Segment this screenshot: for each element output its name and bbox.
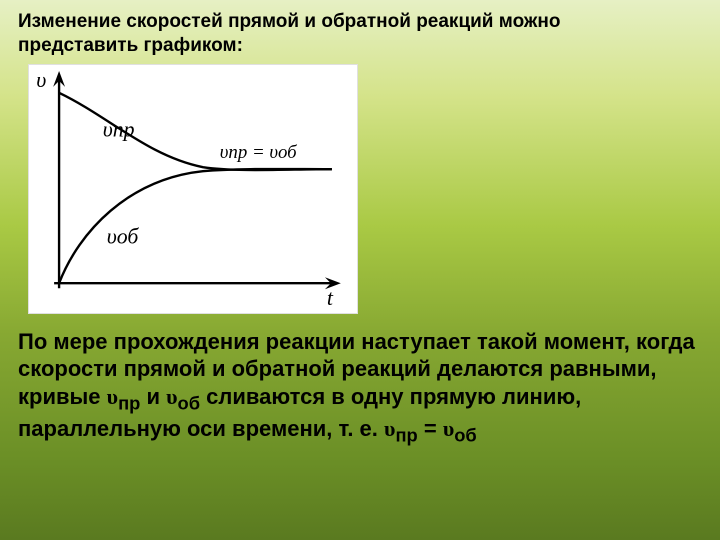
sub-ob-2: об [454,424,477,445]
forward-curve-label: υпр [103,117,135,141]
sub-pr-1: пр [118,392,140,413]
x-axis-label: t [327,286,334,310]
upsilon-icon: υ [443,416,454,441]
reaction-rate-chart: υ t υпр υоб υпр = υоб [28,64,358,314]
reverse-rate-curve [59,169,332,283]
upsilon-icon: υ [166,384,177,409]
body-paragraph: По мере прохождения реакции наступает та… [18,328,702,448]
sub-ob-1: об [178,392,201,413]
chart-svg: υ t υпр υоб υпр = υоб [29,65,357,313]
y-axis-label: υ [36,67,46,91]
slide-title: Изменение скоростей прямой и обратной ре… [18,10,702,58]
body-t2: и [140,384,166,409]
sub-pr-2: пр [395,424,417,445]
title-line-2: представить графиком: [18,35,243,56]
upsilon-icon: υ [384,416,395,441]
title-line-1: Изменение скоростей прямой и обратной ре… [18,11,560,32]
reverse-curve-label: υоб [107,224,140,248]
body-eq: = [418,416,443,441]
upsilon-icon: υ [107,384,118,409]
equilibrium-label: υпр = υоб [220,142,297,163]
